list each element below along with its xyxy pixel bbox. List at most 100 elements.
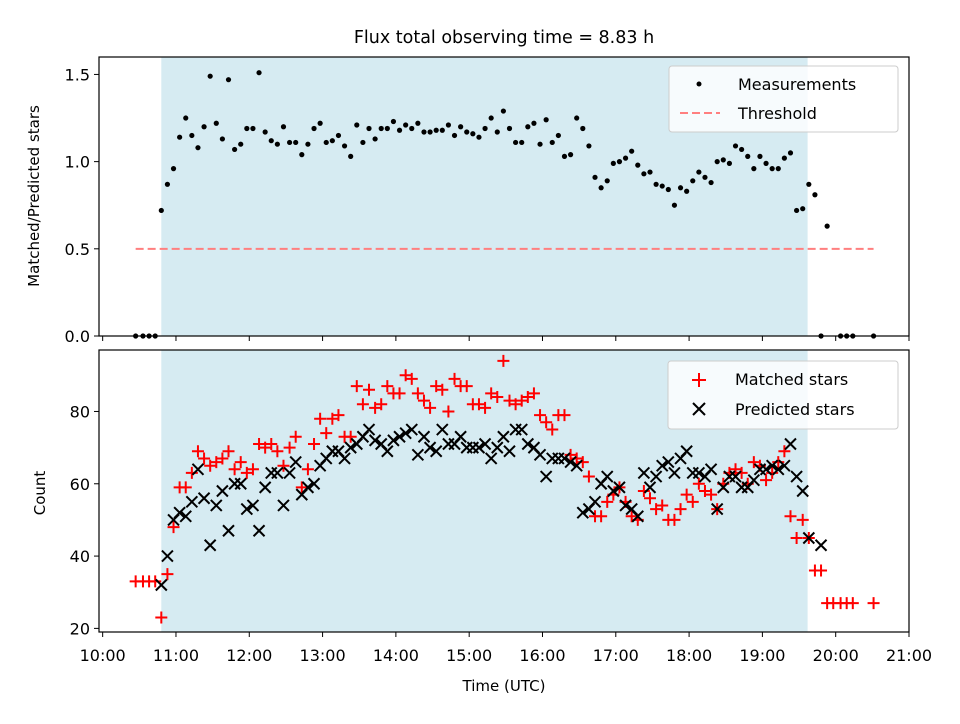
measurement-point <box>769 166 775 172</box>
predicted-star-point <box>558 452 571 465</box>
predicted-star-point <box>344 441 357 454</box>
matched-star-point <box>846 597 859 610</box>
matched-star-point <box>149 575 162 588</box>
measurement-point <box>561 153 568 159</box>
matched-star-point <box>790 532 803 544</box>
matched-star-point <box>161 568 174 581</box>
matched-star-point <box>680 488 693 501</box>
legend-label-predicted: Predicted stars <box>735 400 855 419</box>
matched-star-point <box>320 427 333 440</box>
measurement-point <box>665 186 671 193</box>
matched-star-point <box>656 499 669 512</box>
matched-star-point <box>301 463 314 476</box>
measurement-point <box>739 146 745 153</box>
predicted-star-point <box>729 470 742 483</box>
top-y-axis-label: Matched/Predicted stars <box>25 105 43 287</box>
matched-star-point <box>503 394 516 407</box>
measurement-point <box>610 160 616 166</box>
matched-star-point <box>796 513 809 526</box>
measurement-point <box>641 171 647 177</box>
x-tick-label: 17:00 <box>593 646 639 665</box>
matched-star-point <box>674 503 687 516</box>
matched-star-point <box>637 485 650 497</box>
bottom-ytick-label: 80 <box>70 402 90 421</box>
predicted-star-point <box>607 484 620 498</box>
matched-star-point <box>436 383 449 396</box>
predicted-star-point <box>662 455 675 469</box>
predicted-star-point <box>521 437 535 451</box>
matched-star-point <box>240 466 253 479</box>
predicted-star-point <box>491 441 504 454</box>
x-tick-label: 12:00 <box>226 646 272 665</box>
x-tick-label: 15:00 <box>446 646 492 665</box>
measurement-point <box>580 125 586 132</box>
measurement-point <box>396 127 403 133</box>
predicted-star-point <box>271 466 284 480</box>
top-y-axis: 0.0 0.5 1.0 1.5 <box>65 65 99 346</box>
measurement-point <box>537 141 543 147</box>
matched-star-point <box>650 503 663 516</box>
matched-star-point <box>198 452 211 465</box>
measurement-point <box>616 159 623 165</box>
matched-star-point <box>491 391 504 403</box>
measurement-point <box>305 141 311 147</box>
measurement-point <box>757 153 763 159</box>
measurement-point <box>256 70 262 76</box>
predicted-star-point <box>717 481 730 494</box>
measurement-point <box>549 139 555 146</box>
x-tick-label: 16:00 <box>519 646 565 665</box>
bottom-x-axis: 10:00 11:00 12:00 13:00 14:00 15:00 16:00 17:00… <box>80 632 932 665</box>
matched-star-point <box>289 430 302 443</box>
predicted-star-point <box>570 459 583 472</box>
measurement-point <box>763 160 769 166</box>
predicted-star-point <box>155 578 168 592</box>
predicted-star-point <box>301 481 315 494</box>
measurement-point <box>794 207 800 214</box>
measurement-point <box>286 139 293 146</box>
matched-star-point <box>430 380 443 393</box>
matched-star-point <box>399 369 412 382</box>
measurement-point <box>421 129 427 135</box>
legend-label-measurements: Measurements <box>738 75 856 94</box>
matched-star-point <box>784 510 797 523</box>
matched-star-point <box>332 409 345 422</box>
predicted-star-point <box>515 423 528 436</box>
predicted-star-point <box>283 466 296 480</box>
measurement-point <box>787 150 794 156</box>
top-ytick-label: 1.5 <box>65 65 90 84</box>
measurement-point <box>311 125 317 132</box>
predicted-star-point <box>478 437 492 451</box>
matched-star-point <box>521 391 534 403</box>
measurement-point <box>500 108 506 114</box>
predicted-star-point <box>497 430 510 443</box>
predicted-star-point <box>814 539 828 552</box>
matched-star-point <box>259 441 272 454</box>
matched-star-point <box>234 456 247 469</box>
predicted-star-point <box>197 492 211 505</box>
predicted-star-point <box>704 463 718 476</box>
predicted-star-point <box>307 477 321 490</box>
matched-star-point <box>283 441 296 454</box>
predicted-star-point <box>637 466 651 480</box>
predicted-star-point <box>564 455 577 469</box>
measurement-point <box>183 115 189 121</box>
predicted-star-point <box>533 448 547 462</box>
matched-star-point <box>228 463 241 476</box>
predicted-star-point <box>429 445 443 458</box>
predicted-star-point <box>649 470 663 483</box>
matched-star-point <box>668 513 681 526</box>
matched-star-point <box>527 387 540 400</box>
measurement-point <box>702 174 708 180</box>
measurement-point <box>415 120 421 126</box>
matched-star-point <box>558 409 571 422</box>
measurement-point <box>299 152 305 158</box>
matched-star-point <box>210 456 223 469</box>
predicted-star-point <box>246 499 260 512</box>
predicted-star-point <box>387 434 400 447</box>
measurement-point <box>488 115 494 121</box>
measurement-point <box>622 155 629 161</box>
top-panel-frame <box>98 56 910 337</box>
predicted-star-point <box>289 455 302 469</box>
measurement-point <box>427 129 433 135</box>
predicted-star-point <box>576 506 590 519</box>
